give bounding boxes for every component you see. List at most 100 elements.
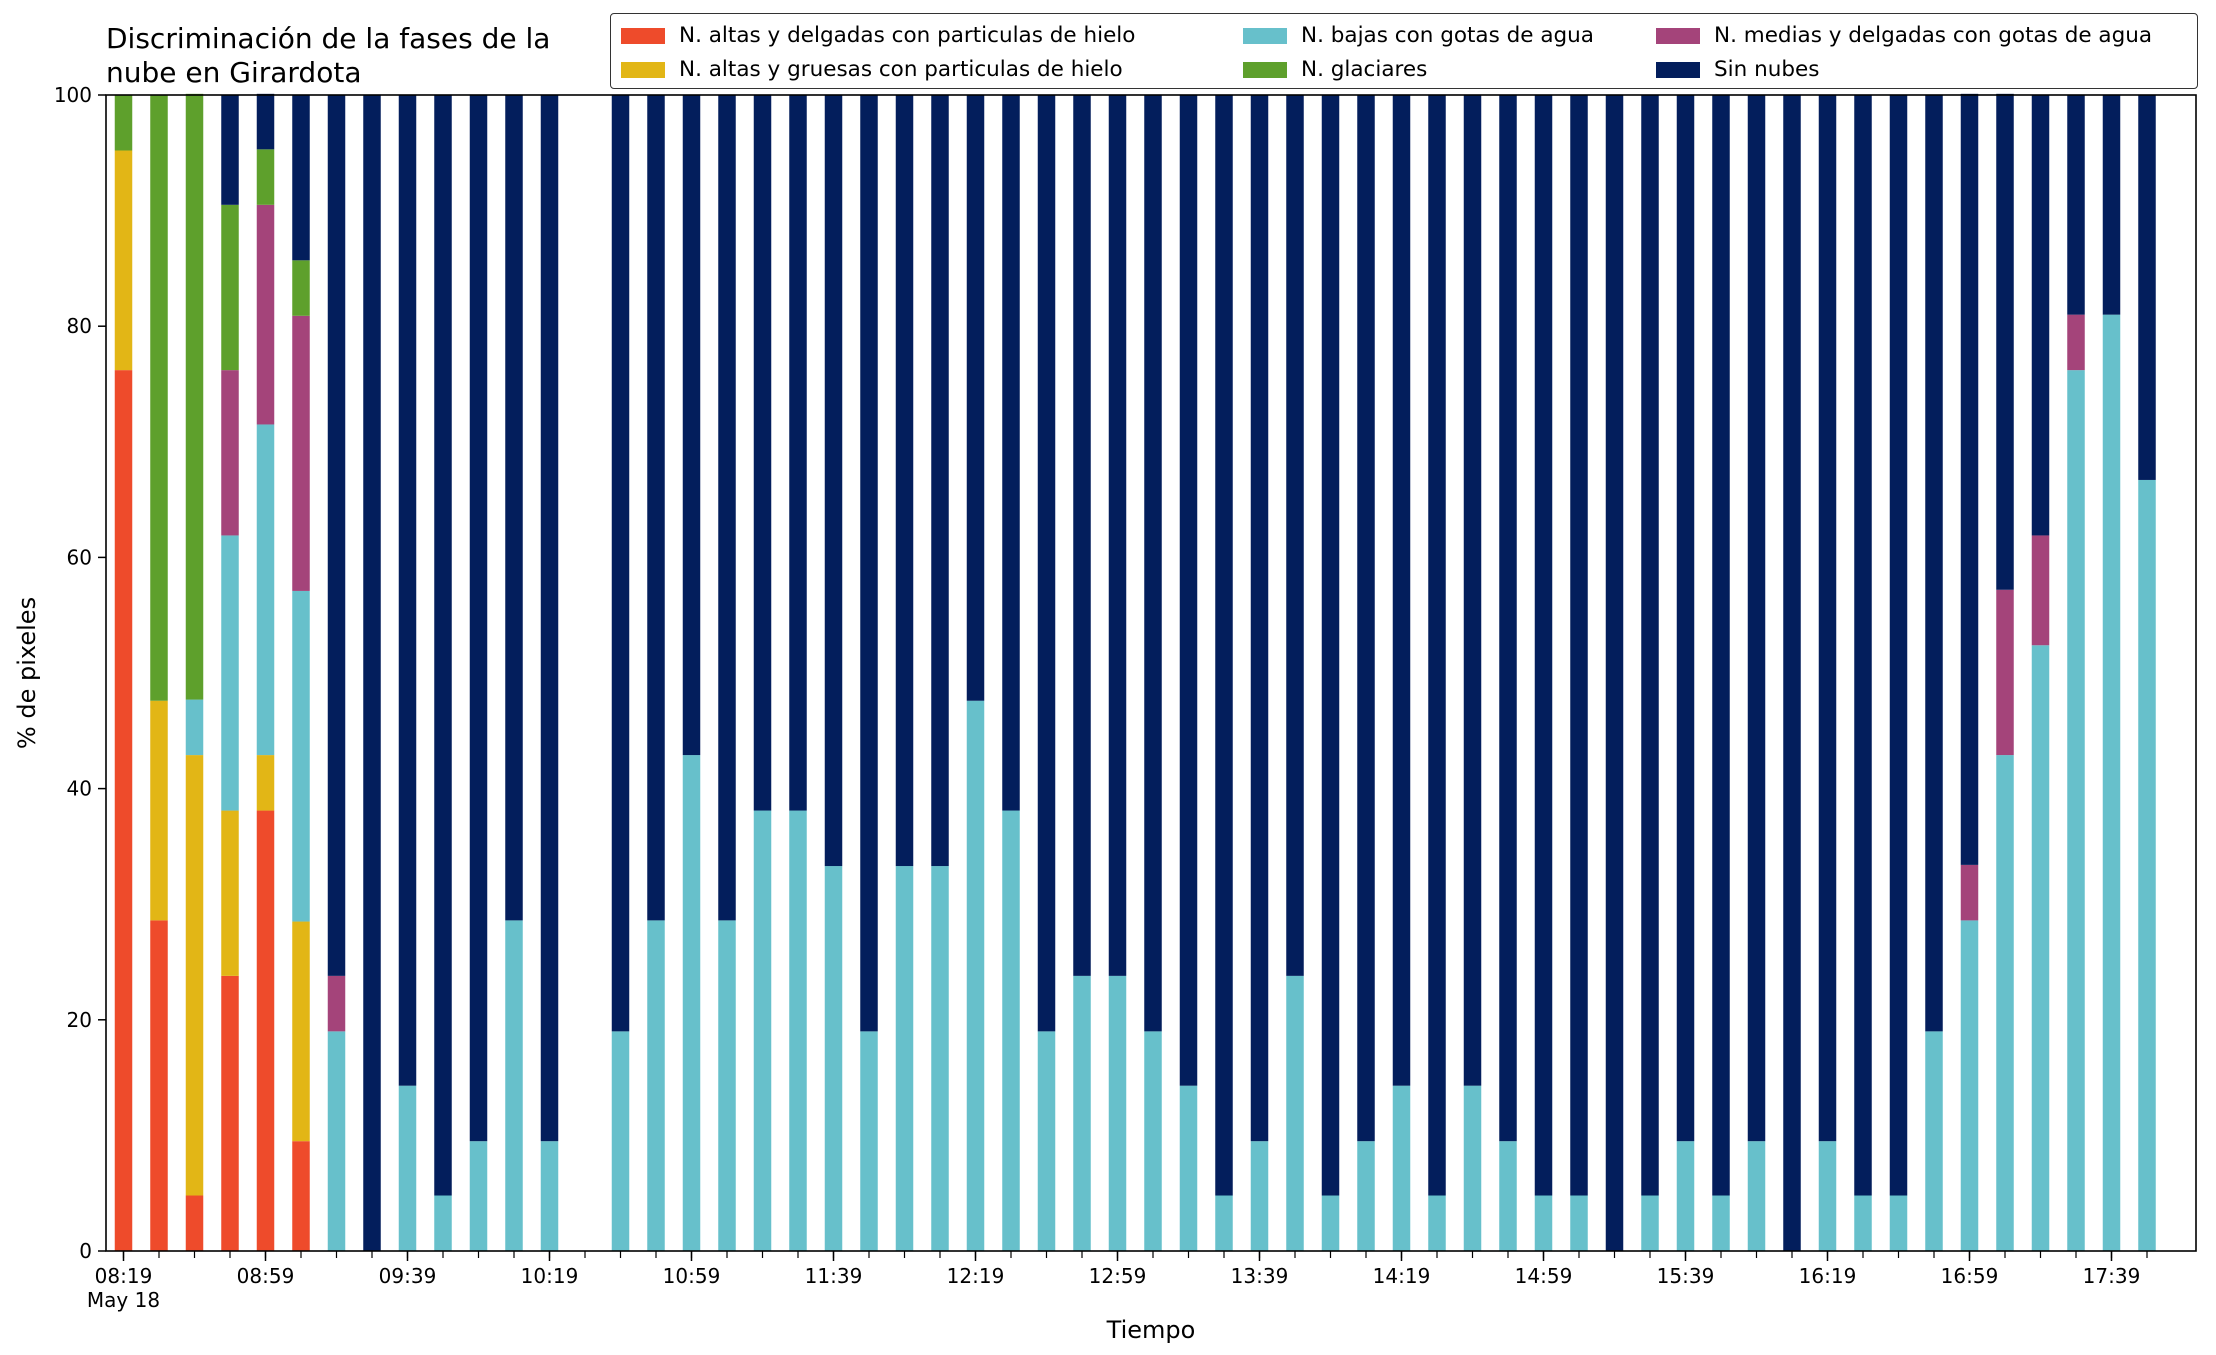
bar-segment [185, 755, 204, 1196]
x-axis-label: Tiempo [1106, 1316, 1196, 1344]
legend-label: N. glaciares [1301, 57, 1428, 82]
x-tick-label: 11:39 [805, 1264, 863, 1288]
bar-segment [1215, 1195, 1233, 1251]
bar-segment [221, 535, 239, 811]
y-tick-label: 40 [67, 777, 92, 801]
bar-segment [434, 95, 452, 1196]
bar-segment [185, 699, 204, 756]
bar-segment [398, 95, 417, 1086]
bar-segment [1499, 95, 1517, 1142]
bar-segment [1392, 95, 1411, 1086]
x-tick-label: 08:19 [95, 1264, 153, 1288]
bar-segment [753, 95, 772, 811]
bar-segment [966, 700, 985, 1251]
bar-segment [1676, 95, 1695, 1142]
x-tick-label: 14:19 [1373, 1264, 1431, 1288]
x-tick-label: 16:59 [1941, 1264, 1999, 1288]
bar-segment [1854, 1195, 1872, 1251]
x-tick-label: 17:39 [2083, 1264, 2141, 1288]
bar-segment [895, 95, 914, 867]
bar-segment [292, 260, 310, 316]
bar-segment [611, 1031, 630, 1251]
bar-segment [1641, 95, 1659, 1196]
bar-segment [1889, 95, 1908, 1196]
bar-segment [398, 1085, 417, 1251]
bar-segment [2067, 370, 2085, 1251]
bars-group [114, 93, 2156, 1251]
legend-swatch [1656, 62, 1700, 78]
bar-segment [1144, 95, 1162, 1032]
bar-segment [611, 95, 630, 1032]
y-axis-label: % de pixeles [13, 597, 41, 749]
bar-segment [1073, 975, 1091, 1251]
bar-segment [1854, 95, 1872, 1196]
x-tick-label: 13:39 [1231, 1264, 1289, 1288]
bar-segment [221, 975, 239, 1251]
bar-segment [221, 810, 239, 976]
y-tick-label: 20 [67, 1008, 92, 1032]
y-tick-label: 60 [67, 545, 92, 569]
legend-swatch [1656, 28, 1700, 44]
bar-segment [1321, 1195, 1340, 1251]
bar-segment [327, 95, 346, 976]
bar-segment [1428, 1195, 1446, 1251]
bar-segment [292, 1141, 310, 1251]
bar-segment [2138, 95, 2156, 480]
bar-segment [292, 95, 310, 261]
bar-segment [1570, 95, 1588, 1196]
bar-segment [1996, 755, 2014, 1251]
bar-segment [931, 866, 949, 1251]
bar-segment [1179, 1085, 1198, 1251]
bar-segment [1534, 1195, 1553, 1251]
bar-segment [505, 920, 523, 1251]
bar-segment [1818, 1141, 1837, 1251]
bar-segment [1925, 95, 1943, 1032]
chart-title: Discriminación de la fases de la nube en… [106, 22, 551, 89]
legend-swatch [1243, 62, 1287, 78]
y-tick-label: 80 [67, 314, 92, 338]
bar-segment [292, 590, 310, 922]
x-tick-label: 10:59 [663, 1264, 721, 1288]
bar-segment [1534, 95, 1553, 1196]
x-tick-label: 15:39 [1657, 1264, 1715, 1288]
bar-segment [647, 95, 665, 921]
bar-segment [2102, 95, 2121, 315]
bar-segment [256, 810, 275, 1251]
bar-segment [1783, 95, 1801, 1251]
bar-segment [1712, 95, 1730, 1196]
bar-segment [966, 95, 985, 701]
x-tick-label: 16:19 [1799, 1264, 1857, 1288]
x-tick-label: 12:59 [1089, 1264, 1147, 1288]
bar-segment [1392, 1085, 1411, 1251]
bar-segment [469, 1141, 488, 1251]
legend-swatch [1243, 28, 1287, 44]
bar-segment [1108, 975, 1127, 1251]
bar-segment [931, 95, 949, 867]
bar-segment [114, 370, 133, 1251]
bar-segment [256, 755, 275, 811]
bar-segment [1144, 1031, 1162, 1251]
x-tick-label: 14:59 [1515, 1264, 1573, 1288]
y-axis: 0 20 40 60 80 100 [54, 83, 106, 1263]
bar-segment [718, 920, 736, 1251]
bar-segment [1747, 1141, 1766, 1251]
bar-segment [469, 95, 488, 1142]
bar-segment [1499, 1141, 1517, 1251]
bar-segment [256, 424, 275, 756]
bar-segment [1286, 975, 1304, 1251]
bar-segment [647, 920, 665, 1251]
bar-segment [1925, 1031, 1943, 1251]
bar-segment [1641, 1195, 1659, 1251]
legend-swatch [621, 28, 665, 44]
bar-segment [221, 95, 239, 205]
plot-frame [105, 94, 2197, 1252]
bar-segment [753, 810, 772, 1251]
bar-segment [1037, 95, 1056, 1032]
bar-segment [1570, 1195, 1588, 1251]
bar-segment [1960, 93, 1979, 865]
bar-segment [2031, 645, 2050, 1251]
bar-segment [1357, 1141, 1375, 1251]
bar-segment [1996, 93, 2014, 590]
x-tick-label: 08:59 [237, 1264, 295, 1288]
